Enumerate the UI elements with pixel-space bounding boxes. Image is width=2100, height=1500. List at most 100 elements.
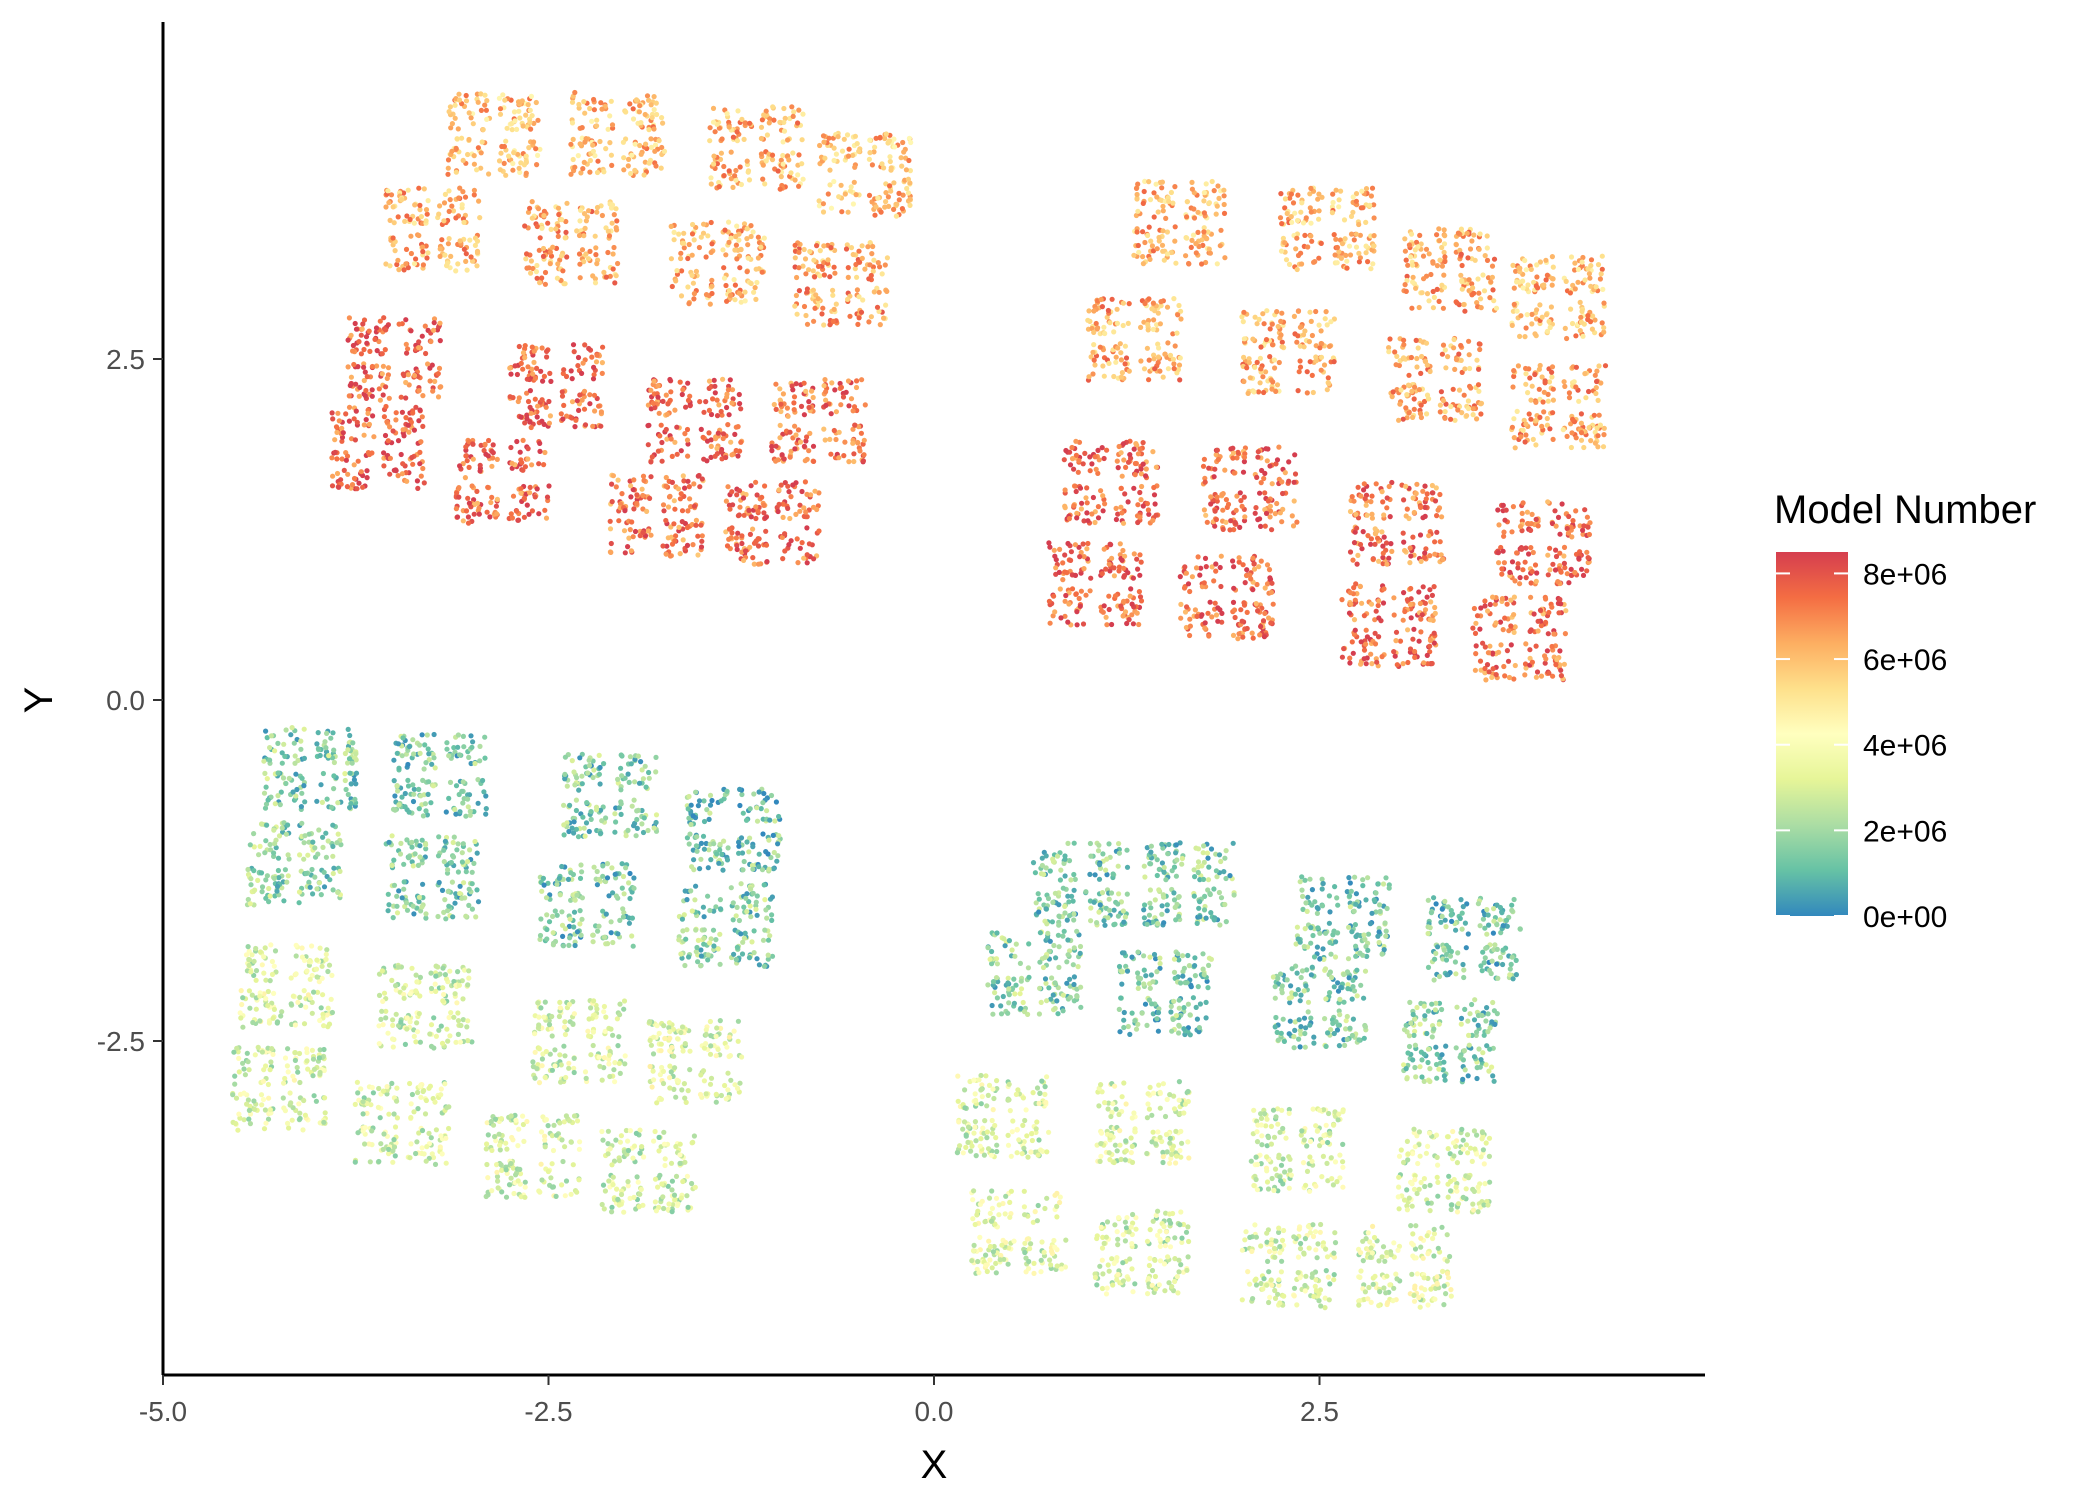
data-point [525,102,531,108]
data-point [1416,638,1422,644]
data-point [1148,238,1154,244]
data-point [342,771,348,777]
data-point [1248,576,1254,582]
data-point [528,126,534,132]
data-point [1423,246,1430,252]
data-point [883,199,889,205]
data-point [1204,519,1210,525]
data-point [861,452,867,458]
data-point [1217,243,1223,249]
data-point [1506,628,1512,634]
data-point [779,452,785,458]
data-point [747,531,754,538]
data-point [1286,459,1292,465]
data-point [1469,238,1475,244]
data-point [1580,333,1586,339]
data-point [1126,617,1132,623]
data-point [1165,366,1171,372]
data-point [1361,613,1367,619]
data-point [374,348,380,354]
data-point [1277,510,1283,516]
data-point [466,110,472,116]
data-point [1363,502,1369,508]
data-point [1363,661,1369,667]
data-point [1400,661,1406,667]
data-point [634,500,640,507]
data-point [661,148,668,154]
data-point [1346,610,1353,616]
data-point [1402,236,1408,242]
data-point [609,122,616,128]
data-point [1381,534,1387,540]
data-point [1448,416,1454,422]
data-point [1566,390,1572,396]
data-point [814,506,820,513]
data-point [560,268,566,274]
data-point [780,556,786,562]
data-point [605,249,611,256]
data-point [1178,615,1184,621]
data-point [1533,643,1539,649]
data-point [763,108,769,114]
data-point [716,184,722,190]
data-point [1175,312,1181,318]
data-point [627,527,633,533]
data-point [1408,254,1414,260]
data-point [467,237,473,243]
data-point [547,370,553,376]
data-point [1111,565,1117,571]
data-point [1138,358,1144,364]
data-point [1062,487,1068,493]
data-point [647,495,653,501]
data-point [646,422,652,428]
data-point [1458,342,1464,349]
data-point [535,117,541,123]
data-point [646,97,652,103]
data-point [548,378,554,384]
data-point [800,111,806,117]
data-point [575,363,581,369]
data-point [1415,345,1421,351]
data-point [288,732,294,738]
data-point [527,388,534,394]
data-point [409,454,415,461]
data-point [563,229,569,235]
data-point [1420,253,1427,259]
data-point [770,104,776,110]
data-point [1543,257,1549,263]
data-point [859,255,865,261]
data-point [527,119,533,125]
data-point [456,494,462,500]
data-point [1578,411,1584,417]
data-point [882,135,888,142]
data-point [527,404,533,410]
data-point [875,195,881,201]
data-point [1152,501,1158,507]
data-point [1184,235,1190,241]
data-point [676,524,682,531]
data-point [1436,226,1442,232]
data-point [792,255,798,261]
data-point [1272,365,1278,371]
data-point [907,202,913,208]
data-point [790,482,796,488]
data-point [701,456,707,462]
data-point [1413,285,1419,291]
data-point [1294,266,1300,273]
data-point [642,111,648,118]
data-point [470,121,476,127]
data-point [1105,307,1111,314]
data-point [1269,386,1275,392]
data-point [1534,669,1541,675]
data-point [677,379,683,385]
data-point [371,434,377,440]
point-block [1061,438,1161,526]
data-point [1342,236,1348,242]
data-point [1247,375,1253,381]
data-point [1197,572,1203,578]
data-point [587,169,593,175]
data-point [454,136,460,142]
data-point [1476,290,1482,296]
data-point [1424,291,1431,297]
data-point [876,289,882,295]
